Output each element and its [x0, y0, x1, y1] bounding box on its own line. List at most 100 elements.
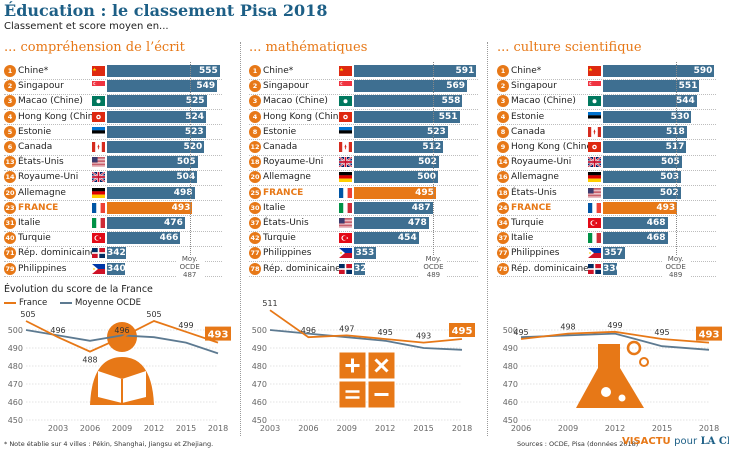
- flag-icon: [588, 126, 601, 137]
- flag-icon: [339, 81, 352, 92]
- country-row: 42 Turquie 454: [249, 231, 478, 246]
- brand-visactu: VISACTU: [622, 436, 671, 447]
- country-row: 5 Estonie 523: [4, 125, 222, 140]
- france-data-label: 495: [654, 328, 669, 337]
- oecd-average-label: Moy. OCDE 489: [661, 255, 690, 279]
- x-tick-label: 2012: [144, 424, 164, 433]
- row-separator: [4, 78, 222, 80]
- row-separator: [4, 215, 222, 217]
- country-row: 3 Macao (Chine) 525: [4, 94, 222, 109]
- flag-icon: [588, 66, 601, 76]
- plus-sign: [345, 358, 360, 373]
- legend-swatch: [4, 301, 16, 304]
- x-tick-label: 2012: [375, 424, 395, 433]
- row-separator: [249, 215, 478, 217]
- country-name: Italie: [511, 233, 534, 244]
- y-tick-label: 460: [8, 398, 23, 407]
- rank-badge: 79: [4, 262, 16, 275]
- score-label: 336: [603, 263, 622, 274]
- score-label: 478: [408, 218, 427, 228]
- flag-icon: [339, 248, 352, 259]
- oecd-average-label: Moy. OCDE 489: [419, 255, 448, 279]
- flag-icon: [92, 81, 105, 92]
- panel-title-math: ... mathématiques: [249, 40, 368, 55]
- legend-item-oecd: Moyenne OCDE: [59, 298, 142, 308]
- rank-badge: 8: [497, 125, 509, 138]
- row-separator: [4, 200, 222, 202]
- oecd-caption: OCDE: [179, 263, 200, 271]
- flag-icon: [339, 202, 352, 213]
- score-bar: [107, 171, 198, 184]
- france-data-label: 511: [262, 300, 277, 308]
- country-row: 4 Estonie 530: [497, 110, 716, 125]
- legend-label: France: [19, 298, 48, 308]
- row-separator: [497, 108, 716, 110]
- line-chart-math: 450 460 470 480 490 500 2003 2006 2009 2012 2015 20…: [252, 300, 475, 433]
- score-label: 549: [196, 81, 216, 92]
- score-bar: [107, 80, 218, 93]
- flask-body: [576, 344, 644, 408]
- country-name: Chine*: [263, 66, 294, 76]
- country-name: Macao (Chine): [511, 96, 576, 107]
- rank-badge: 2: [4, 80, 16, 93]
- country-row: 34 Turquie 468: [497, 216, 716, 231]
- flag-icon: [588, 142, 601, 152]
- y-tick-label: 490: [252, 344, 267, 353]
- x-tick-label: 2018: [208, 424, 228, 433]
- score-bar: [107, 232, 181, 245]
- row-separator: [4, 154, 222, 156]
- oecd-average-line: [25, 329, 219, 355]
- score-bar: [354, 125, 448, 138]
- country-name: FRANCE: [511, 202, 552, 213]
- country-row: 4 Hong Kong (Chine) 524: [4, 110, 222, 125]
- x-tick-label: 2006: [80, 424, 100, 433]
- score-label: 518: [665, 126, 685, 137]
- score-bar: [354, 217, 429, 229]
- score-label: 505: [176, 157, 196, 168]
- panel-divider: [487, 42, 488, 436]
- score-bar: [107, 247, 126, 260]
- rank-badge: 24: [497, 201, 509, 214]
- flag-icon: [339, 126, 352, 137]
- rank-badge: 1: [497, 65, 509, 77]
- country-name: Canada: [263, 142, 298, 152]
- score-label: 357: [604, 248, 623, 259]
- y-tick-label: 480: [8, 362, 23, 371]
- flag-icon: [588, 233, 601, 244]
- score-label: 551: [438, 111, 458, 122]
- row-separator: [249, 276, 478, 278]
- rank-badge: 8: [249, 125, 261, 138]
- score-bar: [603, 232, 668, 245]
- flag-icon: [339, 142, 352, 152]
- flag-icon: [588, 96, 601, 107]
- line-chart-reading: 450 460 470 480 490 500 2003 2006 2009 2012 2015 20…: [8, 310, 231, 433]
- country-row: 3 Macao (Chine) 558: [249, 94, 478, 109]
- brand-pour: pour: [674, 436, 698, 447]
- country-name: Hong Kong (Chine): [511, 142, 596, 152]
- score-label: 525: [185, 96, 205, 107]
- country-name: Italie: [263, 202, 286, 213]
- country-name: Singapour: [263, 81, 309, 92]
- legend-label: Moyenne OCDE: [74, 298, 142, 308]
- x-tick-label: 2006: [511, 424, 531, 433]
- oecd-value: 489: [668, 271, 683, 279]
- score-label: 551: [678, 81, 698, 92]
- row-separator: [4, 108, 222, 110]
- oecd-caption: OCDE: [423, 263, 444, 271]
- score-bar: [354, 156, 439, 169]
- x-tick-label: 2003: [48, 424, 68, 433]
- row-separator: [497, 230, 716, 232]
- country-row: 8 Canada 518: [497, 125, 716, 140]
- country-row: 8 Estonie 523: [249, 125, 478, 140]
- country-row: 30 Italie 487: [249, 201, 478, 216]
- france-data-label: 505: [146, 310, 161, 319]
- row-separator: [249, 169, 478, 171]
- score-label: 517: [665, 142, 685, 152]
- x-tick-label: 2018: [452, 424, 472, 433]
- row-separator: [497, 260, 716, 262]
- score-bar: [603, 217, 668, 229]
- score-label: 342: [107, 248, 126, 259]
- score-label: 498: [173, 187, 193, 198]
- score-label: 504: [176, 172, 196, 183]
- score-bar: [107, 125, 206, 138]
